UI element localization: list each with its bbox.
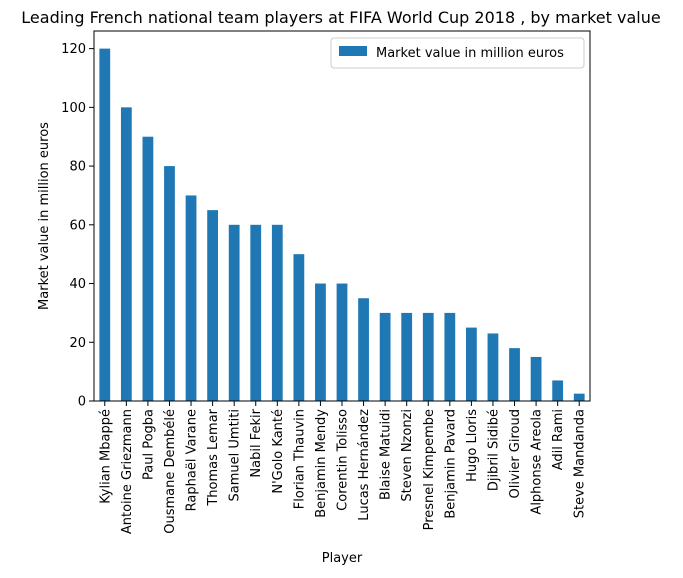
bar [573, 393, 585, 401]
x-tick-label: Ousmane Dembélé [163, 409, 178, 534]
x-tick-label: Nabil Fekir [249, 408, 264, 477]
x-tick-label: Antoine Griezmann [120, 409, 135, 534]
bar [99, 48, 111, 401]
bar [120, 107, 132, 401]
y-tick-label: 60 [69, 218, 86, 233]
y-axis: 0 20 40 60 80 100 120 [61, 42, 94, 410]
bar [509, 348, 520, 401]
y-tick-label: 100 [61, 101, 86, 116]
x-tick-label: Thomas Lemar [206, 408, 221, 506]
legend-entry: Market value in million euros [376, 46, 564, 61]
x-axis-label: Player [322, 551, 363, 566]
bar [487, 333, 499, 401]
x-tick-label: Presnel Kimpembe [422, 409, 437, 530]
bar [207, 210, 218, 401]
x-tick-label: Benjamin Pavard [443, 409, 458, 519]
x-tick-label: Adil Rami [551, 409, 566, 470]
bar [315, 283, 326, 401]
x-tick-label: N'Golo Kanté [271, 409, 286, 494]
x-tick-label: Blaise Matuidi [379, 409, 394, 500]
bar [466, 327, 477, 401]
x-axis: Kylian Mbappé Antoine Griezmann Paul Pogba… [98, 401, 588, 534]
bar [379, 312, 391, 401]
y-axis-label: Market value in million euros [37, 122, 52, 310]
bar [271, 224, 283, 401]
plot-frame [93, 30, 591, 402]
y-tick-label: 20 [69, 336, 86, 351]
x-tick-label: Olivier Giroud [508, 409, 523, 498]
bar [401, 312, 413, 401]
x-tick-label: Benjamin Mendy [314, 409, 329, 518]
x-tick-label: Corentin Tolisso [336, 409, 351, 511]
bar [336, 283, 348, 401]
x-tick-label: Raphaël Varane [185, 409, 200, 511]
x-tick-label: Kylian Mbappé [98, 409, 113, 504]
y-tick-label: 40 [69, 277, 86, 292]
bar [444, 312, 456, 401]
x-tick-label: Hugo Lloris [465, 409, 480, 482]
x-tick-label: Lucas Hernández [357, 409, 372, 521]
x-tick-label: Florian Thauvin [292, 409, 307, 509]
x-tick-label: Djibril Sidibé [486, 409, 501, 491]
x-tick-label: Steve Mandanda [573, 409, 588, 518]
bar [250, 224, 262, 401]
y-tick-label: 80 [69, 160, 86, 175]
x-tick-label: Alphonse Areola [530, 409, 545, 515]
bar [293, 254, 305, 401]
bar [228, 224, 240, 401]
bar [530, 356, 542, 401]
y-tick-label: 0 [78, 395, 86, 410]
bar [422, 312, 434, 401]
bar [164, 166, 175, 401]
bar [142, 136, 154, 401]
bars-group [99, 48, 585, 401]
bar [185, 195, 197, 401]
x-tick-label: Paul Pogba [141, 409, 156, 480]
bar [358, 298, 369, 401]
chart-title: Leading French national team players at … [21, 8, 660, 27]
x-tick-label: Samuel Umtiti [228, 409, 243, 501]
legend: Market value in million euros [330, 37, 585, 69]
y-tick-label: 120 [61, 42, 86, 57]
bar [552, 380, 564, 401]
legend-box [330, 37, 585, 69]
x-tick-label: Steven Nzonzi [400, 409, 415, 502]
legend-swatch [339, 46, 367, 56]
